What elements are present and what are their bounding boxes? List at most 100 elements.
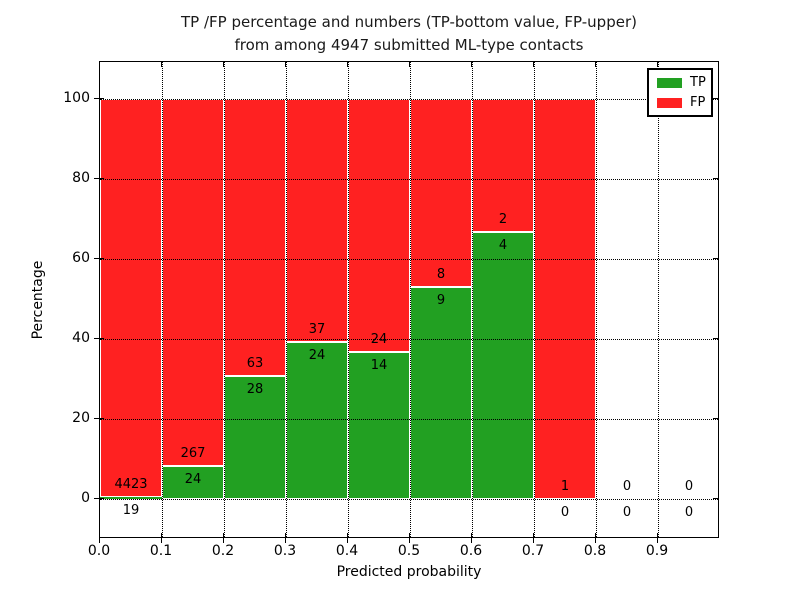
y-tick-mark [94,418,104,419]
x-tick-mark [99,533,100,543]
bar-tp-segment [100,497,162,500]
legend-label: TP [690,75,706,90]
plot-area: 4423 19 267 24 63 28 37 24 24 14 8 9 2 4 1 0 0 0 0 0 TP FP [99,61,719,538]
y-tick-mark-right [713,178,718,179]
gridline-vertical [596,62,597,537]
y-tick-mark [94,338,104,339]
bar-tp-segment [472,232,534,499]
fp-count-label: 0 [684,479,694,494]
bar-fp-segment [286,99,348,342]
x-tick-mark-top [99,62,100,67]
chart-title-line1: TP /FP percentage and numbers (TP-bottom… [181,13,637,31]
fp-count-label: 4423 [114,477,148,493]
y-tick-label: 100 [63,90,90,106]
y-tick-mark-right [713,498,718,499]
x-tick-mark-top [285,62,286,67]
gridline-vertical [472,62,473,537]
gridline-vertical [162,62,163,537]
y-tick-label: 60 [72,250,90,266]
gridline-vertical [534,62,535,537]
y-tick-label: 40 [72,330,90,346]
legend-swatch-tp [657,77,682,88]
y-tick-label: 20 [72,410,90,426]
x-tick-mark [657,533,658,543]
x-tick-label: 0.2 [211,543,235,559]
gridline-horizontal [100,259,718,260]
y-tick-mark [94,178,104,179]
x-tick-mark-top [409,62,410,67]
y-tick-mark-right [713,418,718,419]
fp-count-label: 1 [560,479,570,494]
gridline-vertical [224,62,225,537]
legend-item: TP [657,75,706,90]
bar-fp-segment [348,99,410,352]
tp-count-label: 24 [184,472,202,487]
x-tick-label: 0.7 [521,543,545,559]
gridline-horizontal [100,339,718,340]
bar-fp-segment [100,99,162,498]
legend: TP FP [647,68,713,117]
tp-count-label: 0 [684,505,694,520]
x-tick-mark [409,533,410,543]
fp-count-label: 8 [436,267,446,283]
y-tick-mark-right [713,258,718,259]
bar-fp-segment [224,99,286,376]
x-tick-label: 0.3 [273,543,297,559]
x-tick-mark [223,533,224,543]
x-tick-mark-top [347,62,348,67]
x-tick-mark-top [595,62,596,67]
fp-count-label: 0 [622,479,632,494]
gridline-horizontal [100,499,718,500]
x-tick-mark [533,533,534,543]
bar-fp-segment [162,99,224,466]
legend-label: FP [690,95,706,110]
x-tick-mark-top [533,62,534,67]
tp-count-label: 0 [622,505,632,520]
fp-count-label: 63 [246,355,264,371]
gridline-vertical [286,62,287,537]
bar-tp-segment [410,287,472,499]
y-tick-label: 80 [72,170,90,186]
x-tick-label: 0.8 [583,543,607,559]
bar-tp-segment [162,466,224,499]
legend-swatch-fp [657,97,682,108]
legend-item: FP [657,95,706,110]
x-tick-mark-top [223,62,224,67]
tp-count-label: 28 [246,381,264,397]
bar-tp-segment [348,351,410,499]
y-tick-mark-right [713,338,718,339]
gridline-horizontal [100,99,718,100]
chart-title: TP /FP percentage and numbers (TP-bottom… [99,11,719,57]
x-tick-mark [595,533,596,543]
x-tick-label: 0.4 [335,543,359,559]
y-tick-mark [94,98,104,99]
x-tick-label: 0.9 [645,543,669,559]
y-tick-label: 0 [81,490,90,506]
x-tick-label: 0.0 [87,543,111,559]
gridline-vertical [410,62,411,537]
x-tick-label: 0.6 [459,543,483,559]
x-tick-mark [161,533,162,543]
x-tick-mark [347,533,348,543]
tp-count-label: 9 [436,293,446,309]
fp-count-label: 267 [180,446,206,461]
x-tick-mark-top [161,62,162,67]
tp-count-label: 24 [308,347,326,363]
tp-count-label: 4 [498,238,508,254]
x-tick-mark [471,533,472,543]
bar-fp-segment [410,99,472,288]
gridline-horizontal [100,179,718,180]
gridline-vertical [348,62,349,537]
x-axis-label: Predicted probability [336,564,482,580]
chart-title-line2: from among 4947 submitted ML-type contac… [234,36,584,54]
tp-count-label: 14 [370,357,388,373]
gridline-vertical [658,62,659,537]
fp-count-label: 24 [370,331,388,347]
fp-count-label: 37 [308,321,326,337]
tp-count-label: 0 [560,505,570,520]
y-tick-mark [94,498,104,499]
x-tick-mark [285,533,286,543]
y-axis-label: Percentage [30,260,46,340]
bar-fp-segment [534,99,596,499]
